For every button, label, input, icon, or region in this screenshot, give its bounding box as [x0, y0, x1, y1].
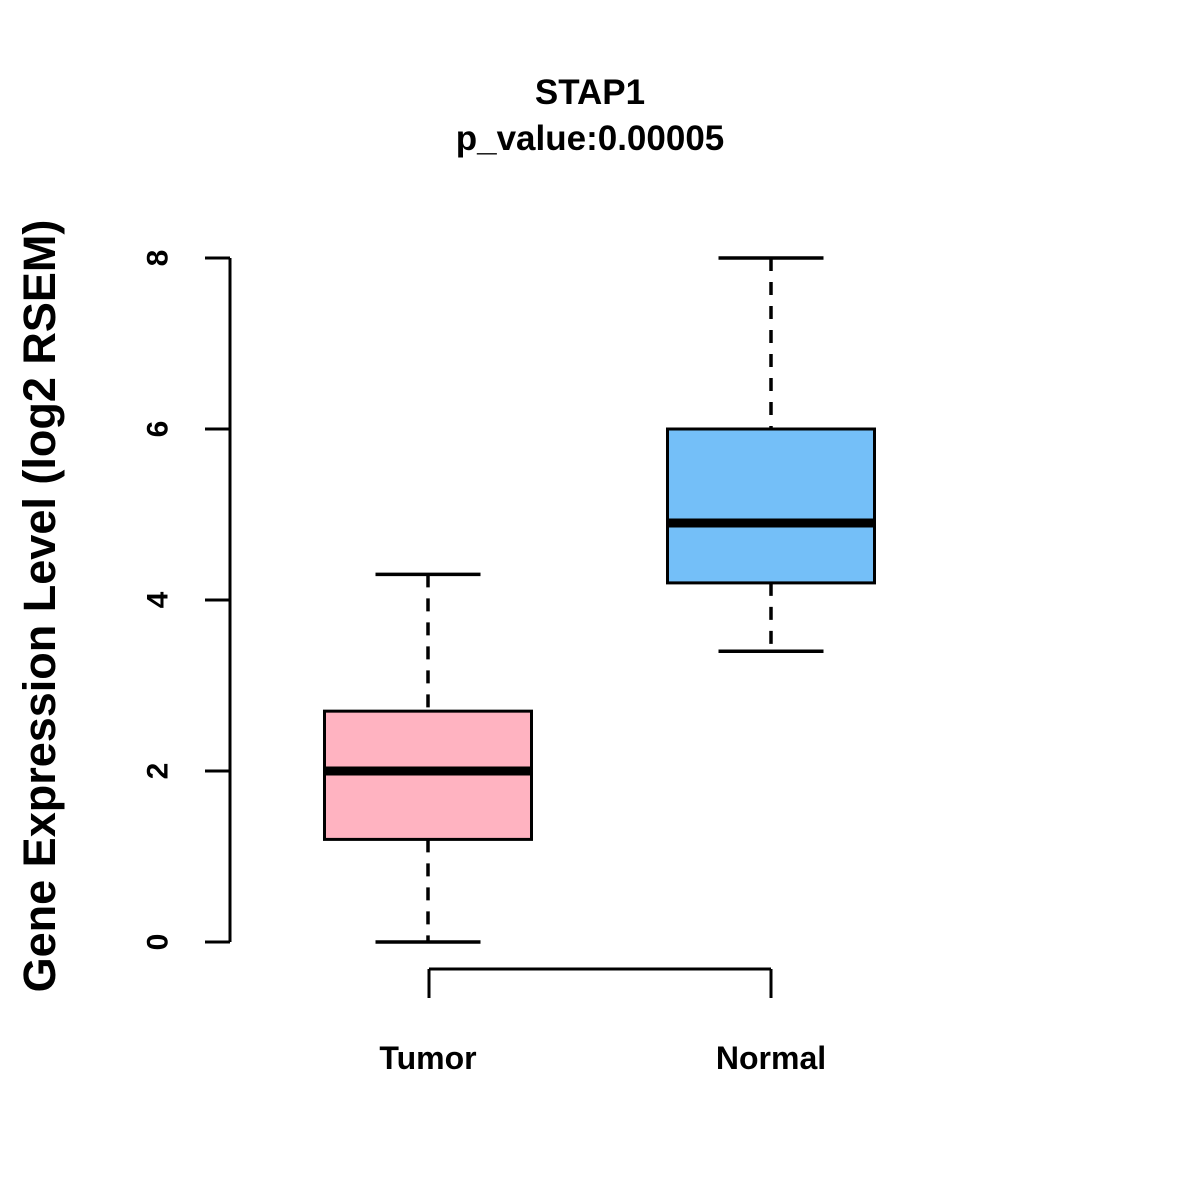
y-axis-tick-label: 4 — [142, 591, 175, 608]
x-label-tumor: Tumor — [379, 1040, 477, 1076]
y-axis-tick-label: 6 — [142, 421, 175, 438]
x-label-normal: Normal — [715, 1040, 827, 1076]
chart-title: STAP1 — [534, 73, 646, 112]
normal-box — [666, 427, 876, 585]
y-axis-tick-label: 2 — [142, 763, 175, 780]
y-axis-tick-label: 8 — [142, 250, 175, 267]
chart-title-block: STAP1 p_value:0.00005 — [290, 70, 890, 162]
y-axis-tick-label: 0 — [142, 934, 175, 951]
chart-subtitle-pvalue: p_value:0.00005 — [455, 119, 725, 158]
